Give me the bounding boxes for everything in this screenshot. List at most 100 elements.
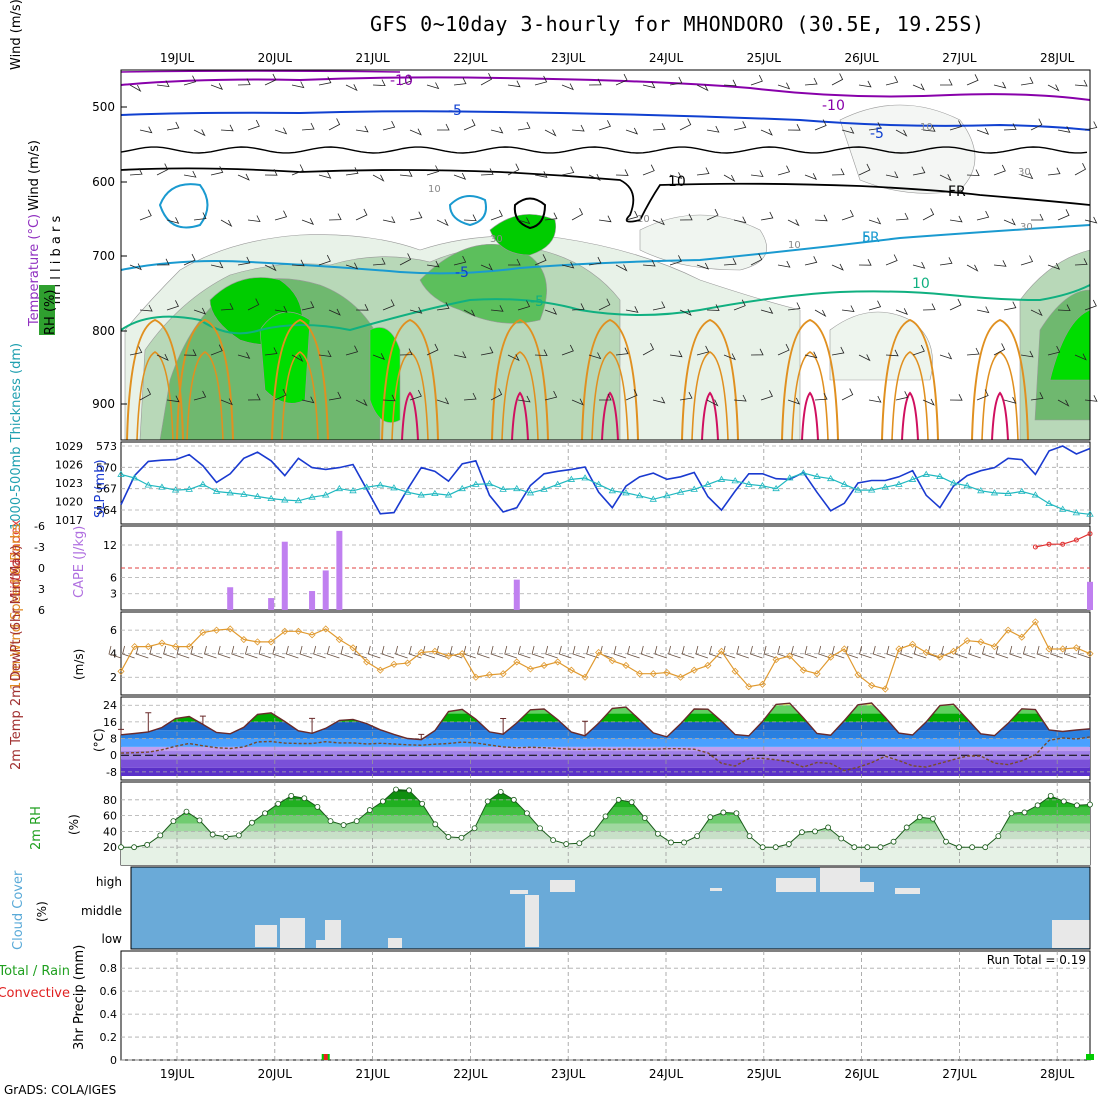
- temperature-contour-label: -5: [530, 294, 544, 310]
- wind-barb: [696, 84, 709, 92]
- thickness-marker: [758, 482, 767, 489]
- wind-speed-marker: [622, 661, 630, 670]
- surface-wind-barb: [982, 645, 995, 659]
- top-date-label: 22JUL: [453, 51, 488, 65]
- wind-barb: [625, 210, 639, 221]
- wind-barb: [463, 309, 476, 317]
- surface-wind-barb: [572, 645, 586, 659]
- wind-barb: [922, 125, 936, 132]
- 2m-rh-marker: [628, 799, 635, 806]
- wind-barb: [868, 122, 882, 131]
- temperature-contour-label: -5: [448, 103, 462, 119]
- wind-barb: [669, 350, 683, 358]
- 2m-rh-marker: [235, 832, 242, 839]
- surface-wind-barb: [750, 645, 763, 659]
- wind-barb: [949, 394, 963, 401]
- wind-barb: [544, 129, 557, 137]
- 2m-rh-marker: [419, 800, 426, 807]
- cloud-level-label: middle: [81, 904, 122, 918]
- wind-barb: [868, 217, 882, 225]
- wind-barb: [652, 218, 665, 226]
- wind-barb: [706, 304, 720, 311]
- surface-wind-barb: [190, 645, 204, 659]
- rh-band: [121, 789, 1090, 792]
- 2m-rh-marker: [668, 839, 674, 846]
- thickness-marker: [567, 475, 576, 482]
- wind-barb: [652, 396, 666, 404]
- thickness-marker: [581, 474, 589, 481]
- wind-barb: [534, 75, 548, 86]
- wind-barb: [517, 217, 531, 225]
- wind-barb: [588, 256, 602, 266]
- wind-barb: [1074, 163, 1087, 176]
- wind-barb: [1003, 123, 1017, 131]
- precip-tick-label: 0.4: [100, 1008, 118, 1021]
- wind-barb: [922, 303, 936, 311]
- rh-contour-label: 10: [428, 184, 441, 195]
- temperature-contour--15: [120, 70, 401, 73]
- precip-convective-bar: [323, 1054, 328, 1060]
- wind-barb: [571, 124, 585, 132]
- cloud-block: [255, 925, 277, 947]
- thickness-marker: [745, 480, 753, 487]
- thickness-marker: [130, 474, 139, 481]
- wind-barb: [895, 308, 909, 316]
- thickness-marker: [322, 491, 330, 498]
- wind-barb: [490, 126, 504, 134]
- cape-tick-label: 6: [110, 571, 117, 584]
- surface-wind-barb: [668, 645, 681, 659]
- 2m-rh-marker: [249, 819, 255, 826]
- wind-barb: [372, 257, 386, 266]
- wind-barb: [1003, 218, 1016, 226]
- 2m-rh-marker: [785, 841, 792, 847]
- bottom-date-label: 21JUL: [355, 1067, 390, 1081]
- wind-barb: [382, 120, 396, 131]
- 2m-rh-marker: [576, 840, 583, 847]
- cloud-block: [510, 890, 528, 894]
- thickness-tick-label: 567: [96, 483, 117, 496]
- wind-barb: [571, 208, 584, 221]
- thickness-marker: [881, 483, 889, 490]
- top-date-label: 27JUL: [942, 51, 977, 65]
- wind-barb: [723, 174, 736, 183]
- wind-barb: [129, 84, 142, 93]
- wind-barb: [534, 171, 548, 178]
- wind-speed-marker: [322, 625, 330, 633]
- wind-barb: [166, 121, 180, 131]
- wind-barb: [480, 73, 493, 86]
- wind-barb: [598, 120, 611, 131]
- wind-barb: [480, 168, 494, 176]
- cloud-block: [710, 888, 722, 891]
- wind-barb: [804, 77, 818, 86]
- lifted-index-marker: [1073, 537, 1079, 543]
- wind-speed-marker: [854, 671, 862, 679]
- lifted-index-marker: [1046, 541, 1052, 547]
- cloud-block: [525, 895, 539, 947]
- 6hr-max-marker: [199, 715, 206, 725]
- slp-line: [120, 445, 1091, 515]
- rh-base: [121, 847, 1090, 865]
- wind-barb: [696, 345, 710, 356]
- wind-barb: [679, 118, 692, 131]
- 2m-rh-marker: [314, 804, 321, 810]
- wind-barb: [301, 396, 315, 404]
- thickness-marker: [335, 484, 344, 492]
- wind-barb: [787, 302, 801, 311]
- wind-barb: [939, 352, 953, 360]
- thickness-marker: [554, 480, 562, 487]
- bottom-date-label: 26JUL: [844, 1067, 879, 1081]
- wind-barb: [814, 393, 828, 401]
- 2m-rh-marker: [379, 798, 386, 805]
- 2m-rh-marker: [641, 815, 648, 821]
- cape-bar: [322, 570, 329, 610]
- temperature-band: [121, 730, 1090, 739]
- 2m-rh-marker: [903, 824, 910, 831]
- wind-barb: [463, 119, 476, 131]
- wind-barb: [1084, 299, 1097, 311]
- 2m-rh-marker: [510, 796, 517, 803]
- wind-label: Wind (m/s): [27, 140, 42, 211]
- temperature-band: [121, 721, 1090, 731]
- 6hr-max-marker: [418, 733, 425, 740]
- temperature-contour-20: [591, 351, 629, 441]
- wind-barb: [426, 82, 440, 90]
